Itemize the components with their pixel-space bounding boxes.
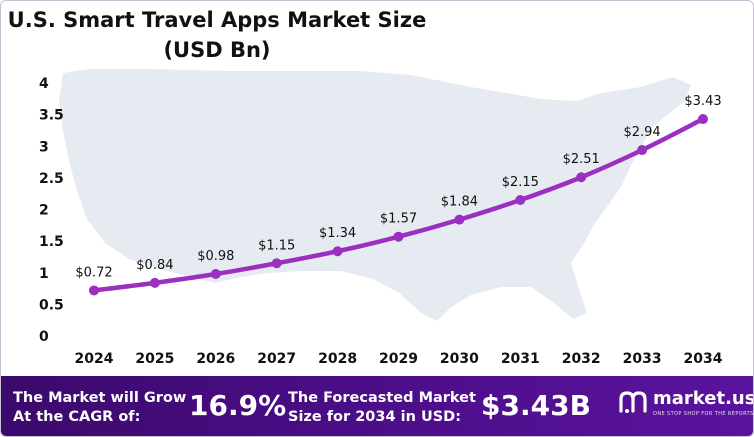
data-point — [698, 114, 708, 125]
data-point — [454, 214, 465, 225]
data-label: $0.98 — [197, 249, 234, 264]
y-tick-label: 2 — [39, 203, 49, 219]
footer-banner: The Market will Grow At the CAGR of: 16.… — [1, 376, 754, 436]
forecast-label-line-1: The Forecasted Market — [288, 390, 476, 406]
brand-name: market.us — [653, 388, 754, 409]
y-tick-label: 3.5 — [39, 108, 64, 124]
data-label: $1.84 — [441, 195, 478, 210]
forecast-label-line-2: Size for 2034 in USD: — [288, 409, 462, 425]
x-tick-label: 2024 — [75, 351, 114, 367]
brand-tagline: ONE STOP SHOP FOR THE REPORTS — [653, 411, 754, 417]
data-point — [637, 145, 648, 156]
y-tick-label: 3 — [39, 139, 49, 155]
title-line-2: (USD Bn) — [163, 38, 271, 62]
x-tick-label: 2028 — [318, 351, 357, 367]
data-point — [515, 195, 526, 206]
x-tick-label: 2034 — [684, 351, 723, 367]
x-tick-label: 2027 — [257, 351, 296, 367]
cagr-label: The Market will Grow At the CAGR of: — [13, 389, 186, 427]
cagr-value: 16.9% — [189, 389, 287, 422]
data-point — [210, 269, 221, 280]
x-tick-label: 2026 — [196, 351, 235, 367]
forecast-value: $3.43B — [481, 389, 591, 422]
data-point — [332, 246, 343, 257]
y-tick-label: 4 — [39, 76, 49, 92]
market-us-logo-icon — [619, 391, 647, 413]
data-label: $1.15 — [258, 238, 295, 253]
x-tick-label: 2025 — [135, 351, 174, 367]
data-label: $2.15 — [502, 175, 539, 190]
forecast-label: The Forecasted Market Size for 2034 in U… — [288, 389, 476, 427]
x-tick-label: 2030 — [440, 351, 479, 367]
cagr-label-line-1: The Market will Grow — [13, 390, 187, 406]
data-label: $2.94 — [623, 125, 660, 140]
x-tick-label: 2031 — [501, 351, 540, 367]
x-tick-label: 2029 — [379, 351, 418, 367]
cagr-label-line-2: At the CAGR of: — [13, 409, 141, 425]
data-point — [89, 285, 99, 296]
x-tick-label: 2032 — [562, 351, 601, 367]
line-chart: 0 0.5 1 1.5 2 2.5 3 3.5 4 2024 2025 2026 2027 2028 20… — [39, 69, 723, 367]
y-tick-label: 1.5 — [39, 234, 64, 250]
data-label: $1.34 — [319, 226, 356, 241]
data-label: $3.43 — [684, 94, 721, 109]
data-point — [271, 258, 282, 269]
x-tick-label: 2033 — [623, 351, 662, 367]
chart-title: U.S. Smart Travel Apps Market Size (USD … — [7, 5, 427, 65]
data-label: $0.72 — [75, 265, 112, 280]
y-tick-label: 0 — [39, 329, 49, 345]
title-line-1: U.S. Smart Travel Apps Market Size — [7, 8, 427, 32]
y-tick-label: 0.5 — [39, 297, 64, 313]
y-tick-label: 2.5 — [39, 171, 64, 187]
data-label: $2.51 — [563, 152, 600, 167]
data-point — [149, 277, 160, 288]
data-label: $1.57 — [380, 212, 417, 227]
data-label: $0.84 — [136, 258, 173, 273]
data-point — [393, 231, 404, 242]
data-point — [576, 172, 587, 183]
us-map-silhouette — [59, 69, 691, 321]
y-tick-label: 1 — [39, 266, 49, 282]
